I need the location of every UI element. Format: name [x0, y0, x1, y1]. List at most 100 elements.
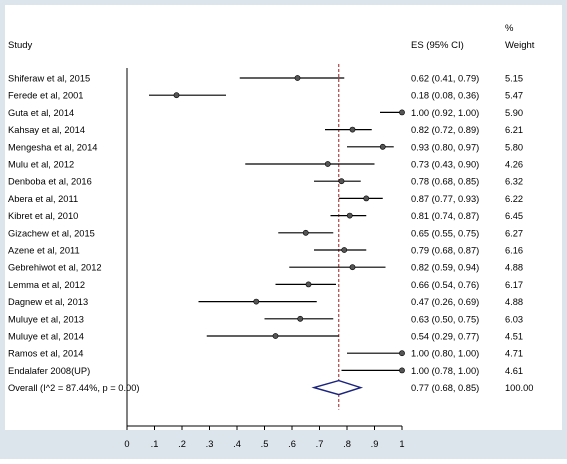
study-label: Ferede et al, 2001 [8, 91, 83, 101]
overall-row: Overall (I^2 = 87.44%, p = 0.00) 0.77 (0.… [8, 379, 533, 396]
point-estimate [294, 75, 301, 81]
effect-size-value: 0.18 (0.08, 0.36) [411, 91, 479, 101]
header-weight-symbol: % [505, 23, 514, 34]
study-row: Endalafer 2008(UP) 1.00 (0.78, 1.00) 4.61 [8, 366, 523, 376]
point-estimate [399, 367, 405, 374]
study-row: Guta et al, 2014 1.00 (0.92, 1.00) 5.90 [8, 108, 523, 118]
weight-value: 4.88 [505, 263, 523, 273]
weight-value: 5.90 [505, 108, 523, 118]
study-label: Gizachew et al, 2015 [8, 228, 95, 238]
study-row: Denboba et al, 2016 0.78 (0.68, 0.85) 6.32 [8, 177, 523, 187]
x-tick-label: .9 [371, 439, 379, 449]
study-row: Abera et al, 2011 0.87 (0.77, 0.93) 6.22 [8, 194, 523, 204]
point-estimate [346, 212, 353, 219]
weight-value: 6.45 [505, 211, 523, 221]
study-label: Azene et al, 2011 [8, 246, 80, 256]
study-row: Kahsay et al, 2014 0.82 (0.72, 0.89) 6.21 [8, 125, 523, 135]
weight-value: 5.47 [505, 91, 523, 101]
point-estimate [349, 126, 356, 133]
x-tick-label: .8 [343, 439, 351, 449]
effect-size-value: 0.93 (0.80, 0.97) [411, 142, 479, 152]
effect-size-value: 1.00 (0.80, 1.00) [411, 349, 479, 359]
point-estimate [173, 92, 180, 99]
point-estimate [363, 195, 370, 202]
weight-value: 4.71 [505, 349, 523, 359]
overall-effect-size: 0.77 (0.68, 0.85) [411, 383, 479, 393]
effect-size-value: 0.87 (0.77, 0.93) [411, 194, 479, 204]
study-label: Gebrehiwot et al, 2012 [8, 263, 102, 273]
study-label: Endalafer 2008(UP) [8, 366, 90, 376]
point-estimate [272, 333, 279, 339]
weight-value: 4.61 [505, 366, 523, 376]
study-label: Denboba et al, 2016 [8, 177, 92, 187]
point-estimate [349, 264, 356, 271]
weight-value: 6.17 [505, 280, 523, 290]
x-tick-label: 0 [124, 439, 129, 449]
point-estimate [302, 229, 309, 236]
study-label: Dagnew et al, 2013 [8, 297, 88, 307]
plot-panel [5, 5, 562, 430]
study-row: Mulu et al, 2012 0.73 (0.43, 0.90) 4.26 [8, 160, 523, 170]
study-row: Azene et al, 2011 0.79 (0.68, 0.87) 6.16 [8, 246, 523, 256]
study-label: Ramos et al, 2014 [8, 349, 83, 359]
weight-value: 6.32 [505, 177, 523, 187]
x-tick-label: .3 [206, 439, 214, 449]
x-tick-label: .5 [261, 439, 269, 449]
point-estimate [399, 350, 405, 357]
study-row: Lemma et al, 2012 0.66 (0.54, 0.76) 6.17 [8, 280, 523, 290]
study-row: Shiferaw et al, 2015 0.62 (0.41, 0.79) 5.1… [8, 74, 523, 84]
effect-size-value: 0.79 (0.68, 0.87) [411, 246, 479, 256]
x-tick-label: .4 [233, 439, 241, 449]
weight-value: 6.22 [505, 194, 523, 204]
effect-size-value: 0.62 (0.41, 0.79) [411, 74, 479, 84]
weight-value: 6.21 [505, 125, 523, 135]
point-estimate [338, 178, 345, 185]
header-es: ES (95% CI) [411, 40, 464, 51]
x-axis: 0 .1 .2 .3 .4 .5 .6 .7 .8 .9 1 [124, 68, 405, 449]
weight-value: 6.27 [505, 228, 523, 238]
weight-value: 4.26 [505, 160, 523, 170]
study-row: Mengesha et al, 2014 0.93 (0.80, 0.97) 5.8… [8, 142, 523, 152]
study-label: Muluye et al, 2013 [8, 314, 84, 324]
effect-size-value: 0.66 (0.54, 0.76) [411, 280, 479, 290]
study-label: Kibret et al, 2010 [8, 211, 78, 221]
point-estimate [379, 143, 386, 150]
study-row: Dagnew et al, 2013 0.47 (0.26, 0.69) 4.88 [8, 297, 523, 307]
effect-size-value: 0.82 (0.72, 0.89) [411, 125, 479, 135]
weight-value: 4.88 [505, 297, 523, 307]
point-estimate [341, 247, 348, 253]
effect-size-value: 0.63 (0.50, 0.75) [411, 314, 479, 324]
effect-size-value: 0.65 (0.55, 0.75) [411, 228, 479, 238]
weight-value: 5.80 [505, 142, 523, 152]
study-row: Muluye et al, 2013 0.63 (0.50, 0.75) 6.03 [8, 314, 523, 324]
study-row: Gebrehiwot et al, 2012 0.82 (0.59, 0.94) 4… [8, 263, 523, 273]
x-tick-label: .7 [316, 439, 324, 449]
study-label: Kahsay et al, 2014 [8, 125, 85, 135]
point-estimate [305, 281, 312, 288]
x-tick-label: .6 [288, 439, 296, 449]
study-label: Guta et al, 2014 [8, 108, 74, 118]
study-row: Gizachew et al, 2015 0.65 (0.55, 0.75) 6.2… [8, 228, 523, 238]
weight-value: 5.15 [505, 74, 523, 84]
study-row: Kibret et al, 2010 0.81 (0.74, 0.87) 6.45 [8, 211, 523, 221]
effect-size-value: 0.47 (0.26, 0.69) [411, 297, 479, 307]
point-estimate [324, 161, 331, 167]
study-label: Mengesha et al, 2014 [8, 142, 97, 152]
effect-size-value: 0.82 (0.59, 0.94) [411, 263, 479, 273]
effect-size-value: 0.54 (0.29, 0.77) [411, 332, 479, 342]
header-weight: Weight [505, 40, 535, 51]
study-row: Ferede et al, 2001 0.18 (0.08, 0.36) 5.47 [8, 91, 523, 101]
study-label: Mulu et al, 2012 [8, 160, 74, 170]
study-rows: Shiferaw et al, 2015 0.62 (0.41, 0.79) 5.1… [8, 64, 533, 410]
study-label: Lemma et al, 2012 [8, 280, 85, 290]
effect-size-value: 0.73 (0.43, 0.90) [411, 160, 479, 170]
point-estimate [399, 109, 405, 116]
study-label: Shiferaw et al, 2015 [8, 74, 90, 84]
effect-size-value: 1.00 (0.92, 1.00) [411, 108, 479, 118]
weight-value: 6.16 [505, 246, 523, 256]
study-label: Abera et al, 2011 [8, 194, 78, 204]
overall-label: Overall (I^2 = 87.44%, p = 0.00) [8, 383, 140, 393]
x-tick-label: .1 [151, 439, 159, 449]
